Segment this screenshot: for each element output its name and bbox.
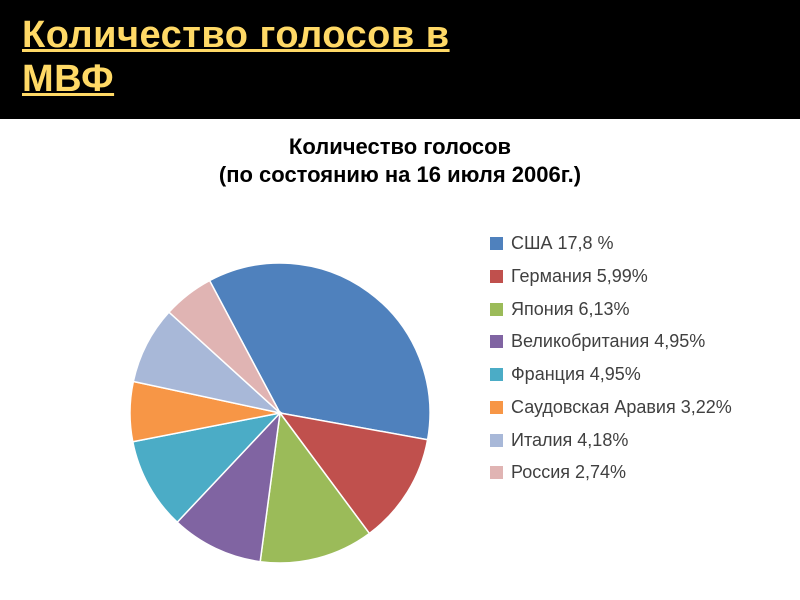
legend-item: США 17,8 %: [490, 233, 780, 254]
legend-label: Япония 6,13%: [511, 299, 780, 320]
legend-swatch: [490, 303, 503, 316]
legend-swatch: [490, 434, 503, 447]
legend-label: Великобритания 4,95%: [511, 331, 780, 352]
legend-item: Великобритания 4,95%: [490, 331, 780, 352]
chart-title-line2: (по состоянию на 16 июля 2006г.): [219, 162, 581, 187]
legend-item: Саудовская Аравия 3,22%: [490, 397, 780, 418]
chart-legend: США 17,8 % Германия 5,99% Япония 6,13% Вели…: [490, 233, 780, 495]
legend-label: Германия 5,99%: [511, 266, 780, 287]
legend-item: Япония 6,13%: [490, 299, 780, 320]
chart-area: Количество голосов (по состоянию на 16 и…: [0, 133, 800, 600]
pie-svg: [130, 263, 430, 563]
legend-swatch: [490, 237, 503, 250]
page-title-line1: Количество голосов в: [22, 14, 450, 56]
legend-item: Россия 2,74%: [490, 462, 780, 483]
page-title: Количество голосов в МВФ: [22, 14, 778, 101]
legend-label: Саудовская Аравия 3,22%: [511, 397, 780, 418]
legend-swatch: [490, 401, 503, 414]
legend-label: Франция 4,95%: [511, 364, 780, 385]
chart-title: Количество голосов (по состоянию на 16 и…: [0, 133, 800, 188]
legend-item: Италия 4,18%: [490, 430, 780, 451]
page-title-line2: МВФ: [22, 58, 114, 100]
legend-swatch: [490, 368, 503, 381]
legend-swatch: [490, 335, 503, 348]
chart-title-line1: Количество голосов: [289, 134, 511, 159]
legend-item: Германия 5,99%: [490, 266, 780, 287]
legend-swatch: [490, 466, 503, 479]
title-bar: Количество голосов в МВФ: [0, 0, 800, 119]
legend-swatch: [490, 270, 503, 283]
legend-label: США 17,8 %: [511, 233, 780, 254]
chart-body: США 17,8 % Германия 5,99% Япония 6,13% Вели…: [0, 233, 800, 600]
pie-chart: [130, 263, 430, 563]
legend-item: Франция 4,95%: [490, 364, 780, 385]
legend-label: Россия 2,74%: [511, 462, 780, 483]
legend-label: Италия 4,18%: [511, 430, 780, 451]
